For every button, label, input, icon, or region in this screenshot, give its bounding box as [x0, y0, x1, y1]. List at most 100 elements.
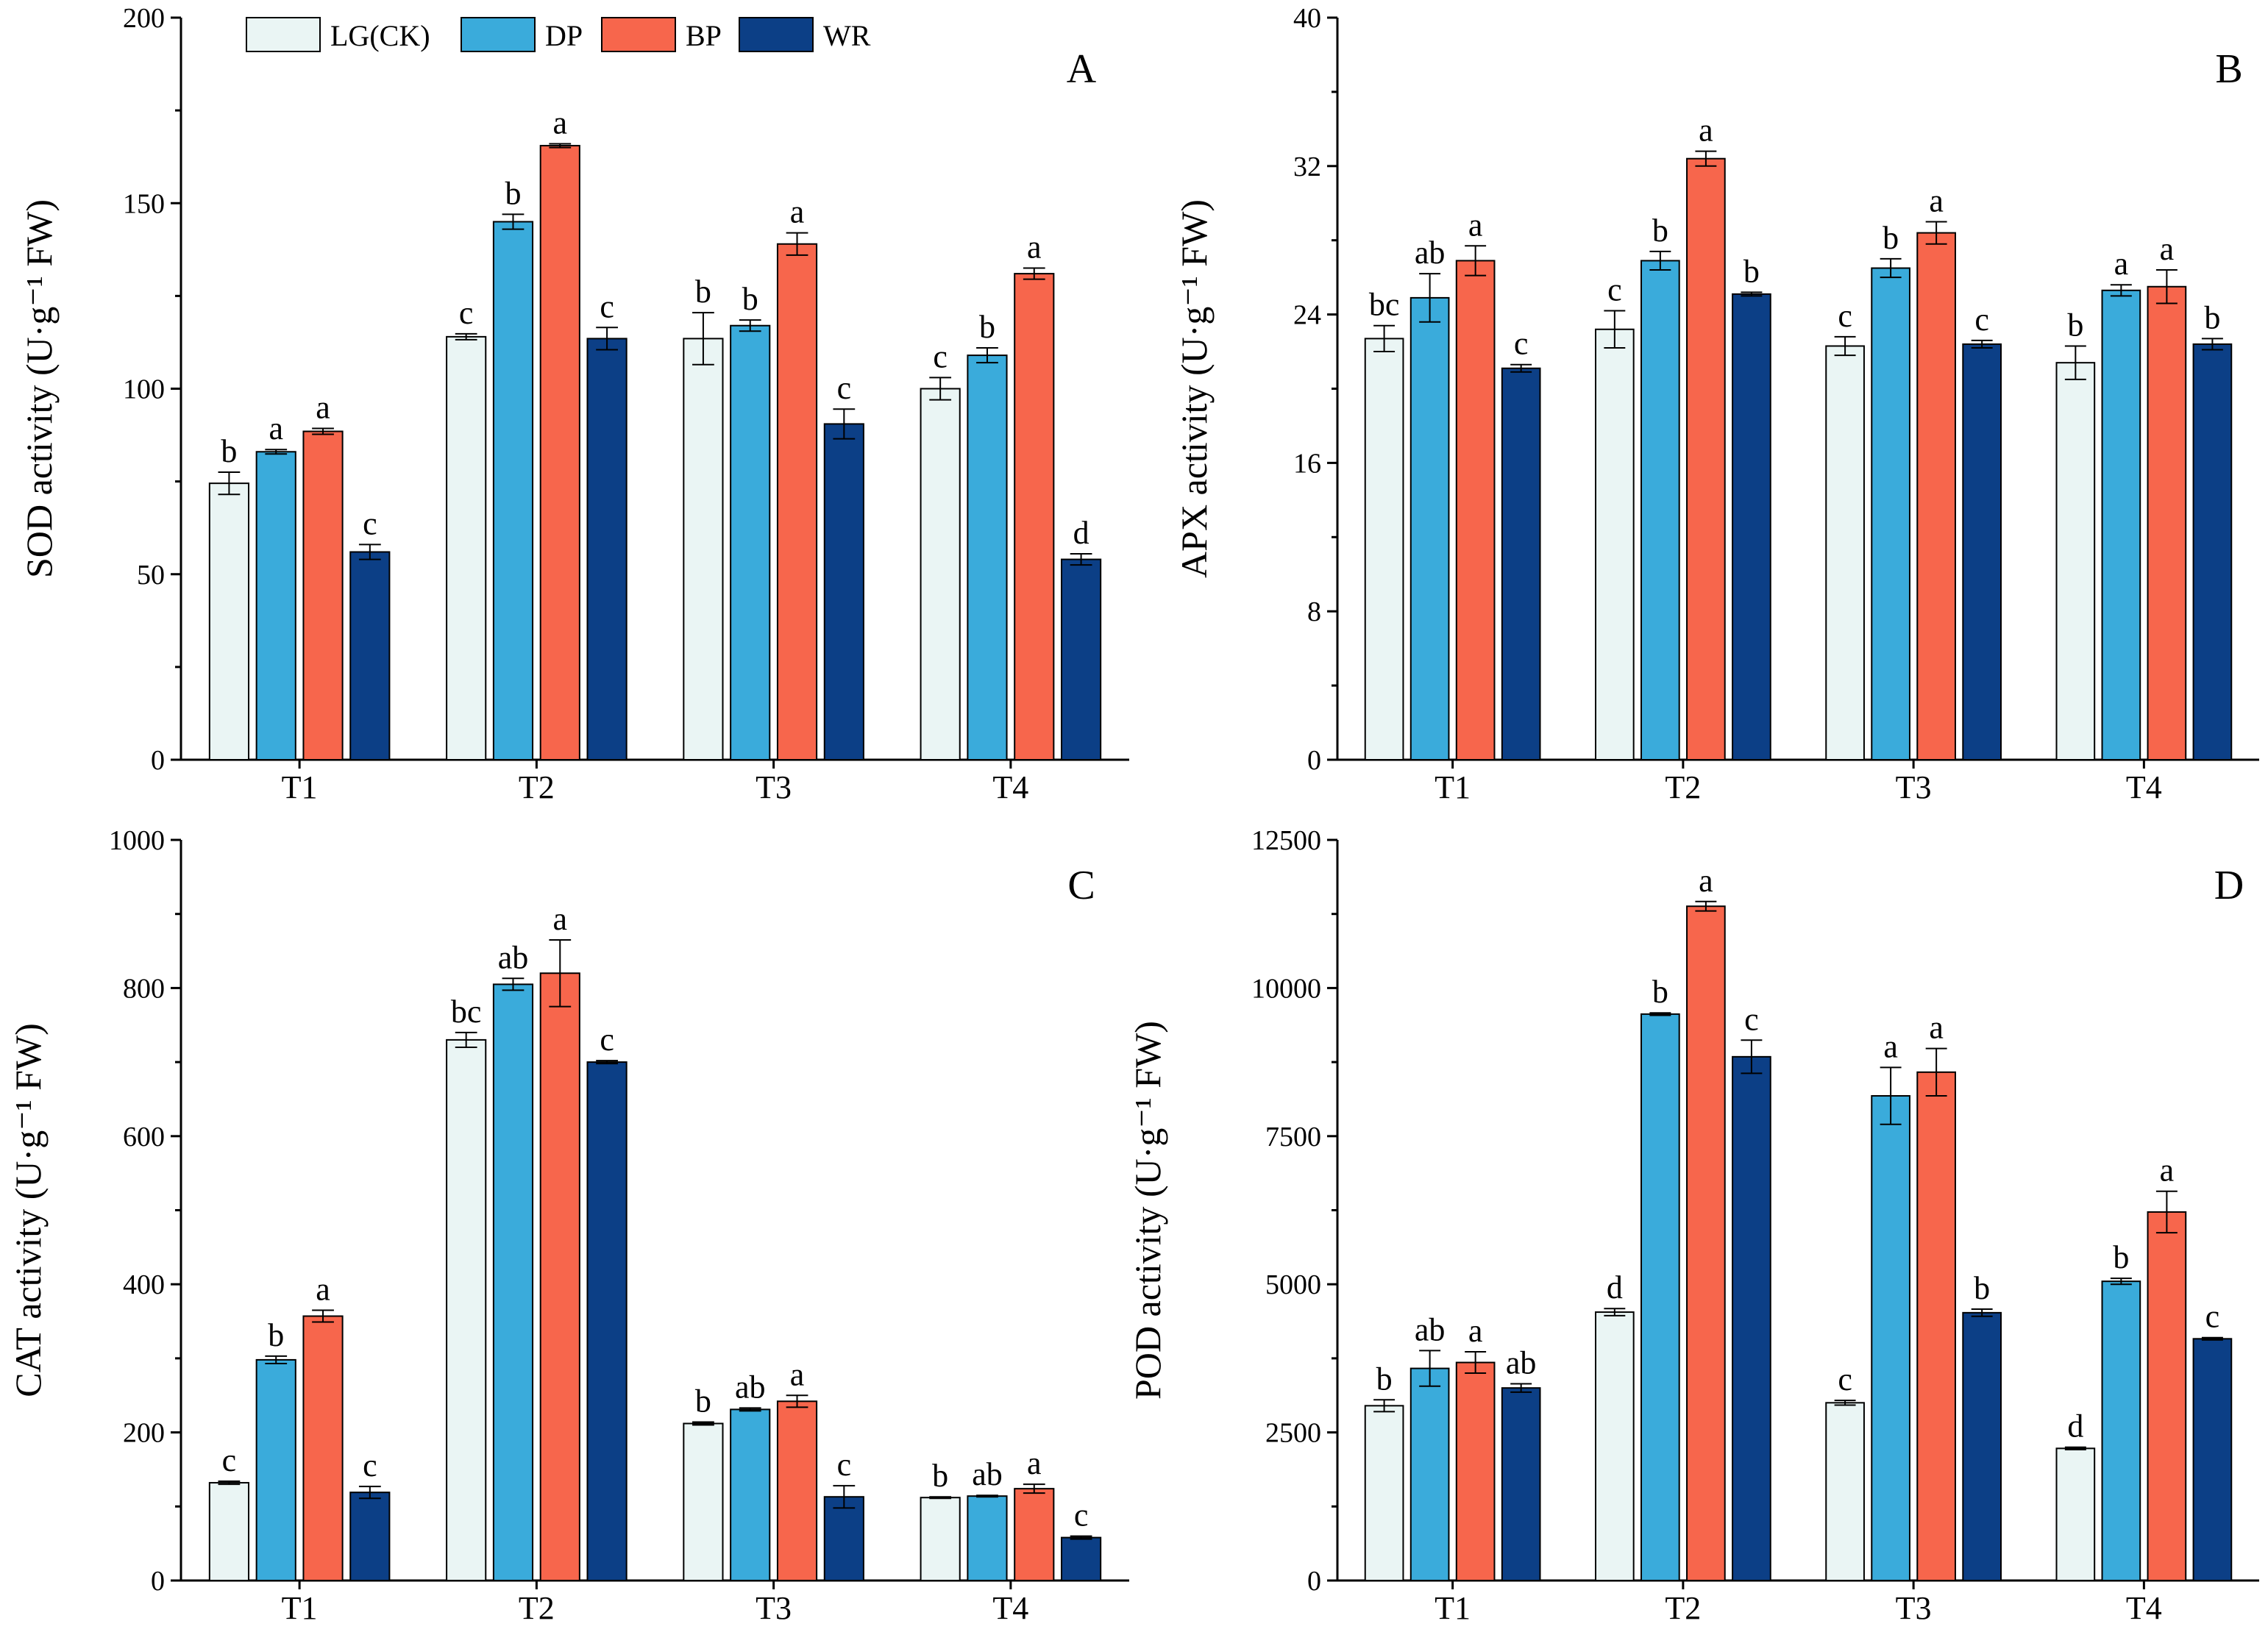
bar-bp-t1: [302, 1315, 344, 1581]
y-tick-label: 400: [123, 1269, 165, 1300]
significance-letter: d: [2067, 1408, 2083, 1444]
significance-letter: c: [1838, 1361, 1852, 1397]
bar-bp-t2: [1686, 157, 1726, 760]
x-tick-label: T1: [282, 769, 318, 805]
bar-lgck-t3: [683, 1422, 724, 1581]
bar-dp-t2: [1640, 1013, 1680, 1582]
significance-letter: a: [1929, 182, 1944, 218]
bar-lgck-t1: [1364, 338, 1404, 760]
bar-lgck-t2: [446, 1038, 487, 1581]
significance-letter: a: [269, 410, 283, 446]
bar-wr-t4: [2192, 1338, 2233, 1581]
bar-wr-t2: [586, 1061, 628, 1581]
panel-d: 0 2500 5000 7500 10000 12500 T1 T2 T3 T4 POD activ…: [1127, 825, 2259, 1626]
x-tick-label: T4: [2126, 1590, 2162, 1626]
significance-letter: b: [932, 1458, 948, 1494]
y-tick-label: 40: [1293, 3, 1321, 34]
panel-a: 0 50 100 150 200 T1 T2 T3 T4 SOD activity (U·g⁻¹ …: [18, 3, 1129, 805]
panel-letter: D: [2214, 863, 2244, 908]
significance-letter: b: [1652, 213, 1668, 249]
significance-letter: a: [553, 901, 568, 937]
significance-letter: c: [1514, 326, 1529, 362]
significance-letter: b: [1883, 220, 1899, 256]
x-tick-label: T4: [992, 769, 1028, 805]
significance-letter: b: [268, 1317, 284, 1353]
bar-lgck-t4: [920, 1497, 961, 1581]
significance-letter: c: [1074, 1497, 1089, 1533]
significance-letter: c: [600, 288, 614, 324]
bar-bp-t2: [539, 972, 580, 1581]
significance-letter: b: [2113, 1239, 2129, 1275]
significance-letter: c: [1838, 298, 1852, 334]
significance-letter: a: [1027, 229, 1042, 266]
y-axis-title: SOD activity (U·g⁻¹ FW): [18, 199, 60, 578]
legend-label: BP: [686, 19, 722, 52]
significance-letter: a: [1883, 1028, 1898, 1064]
y-tick-label: 10000: [1251, 973, 1321, 1004]
y-tick-label: 7500: [1265, 1122, 1321, 1152]
y-tick-label: 2500: [1265, 1418, 1321, 1449]
x-tick-label: T3: [1896, 769, 1932, 805]
significance-letter: c: [837, 370, 852, 406]
significance-letter: a: [1699, 113, 1713, 149]
significance-letter: a: [2160, 1152, 2175, 1189]
y-tick-label: 800: [123, 973, 165, 1004]
significance-letter: b: [1652, 974, 1668, 1010]
y-tick-label: 0: [151, 1566, 165, 1597]
x-tick-label: T3: [756, 769, 792, 805]
bar-bp-t2: [1686, 905, 1726, 1581]
x-tick-label: T1: [282, 1590, 318, 1626]
bar-wr-t2: [1732, 1055, 1771, 1581]
significance-letter: ab: [498, 939, 529, 975]
significance-letter: c: [600, 1022, 614, 1058]
bar-dp-t4: [967, 354, 1008, 761]
bar-wr-t3: [1962, 1311, 2002, 1581]
significance-letter: c: [2205, 1299, 2220, 1335]
bar-bp-t3: [1916, 1071, 1956, 1581]
significance-letter: b: [1376, 1361, 1393, 1397]
bar-wr-t4: [2192, 343, 2233, 760]
legend-swatch-lgck: [246, 17, 321, 52]
significance-letter: c: [1607, 272, 1622, 308]
significance-letter: c: [933, 338, 948, 374]
bar-dp-t2: [492, 221, 534, 761]
bar-lgck-t1: [208, 482, 250, 761]
significance-letter: b: [2204, 299, 2220, 335]
bar-dp-t2: [1640, 260, 1680, 760]
bar-wr-t4: [1060, 558, 1102, 760]
x-tick-label: T1: [1435, 769, 1471, 805]
y-tick-label: 200: [123, 3, 165, 34]
y-tick-label: 50: [137, 560, 165, 591]
bar-dp-t2: [492, 983, 534, 1581]
bar-lgck-t2: [1594, 1311, 1635, 1582]
legend: LG(CK) DP BP WR: [246, 17, 871, 52]
y-axis-title: APX activity (U·g⁻¹ FW): [1173, 199, 1215, 578]
bar-wr-t3: [823, 1496, 864, 1581]
bar-dp-t3: [730, 324, 771, 760]
significance-letter: b: [695, 274, 711, 310]
bar-lgck-t3: [1825, 345, 1865, 761]
significance-letter: b: [505, 175, 521, 211]
x-tick-label: T2: [1665, 1590, 1701, 1626]
bar-lgck-t1: [208, 1482, 250, 1582]
bar-bp-t4: [1014, 273, 1055, 761]
significance-letter: a: [2114, 246, 2129, 282]
bar-dp-t1: [255, 1358, 296, 1581]
bar-bp-t1: [302, 430, 344, 761]
bar-dp-t4: [2101, 1280, 2141, 1581]
bar-dp-t1: [1409, 1367, 1450, 1581]
y-tick-label: 100: [123, 374, 165, 405]
panel-c: 0 200 400 600 800 1000 T1 T2 T3 T4 CAT activity (U…: [7, 825, 1129, 1626]
significance-letter: a: [1929, 1010, 1944, 1046]
y-axis-title: CAT activity (U·g⁻¹ FW): [7, 1023, 49, 1397]
y-tick-label: 0: [151, 745, 165, 776]
panel-letter: B: [2215, 46, 2242, 92]
bar-bp-t1: [1455, 260, 1496, 760]
bar-lgck-t4: [2055, 1447, 2096, 1581]
bar-wr-t4: [1060, 1536, 1102, 1581]
significance-letter: b: [221, 433, 237, 469]
significance-letter: a: [1027, 1445, 1042, 1481]
bar-bp-t1: [1455, 1361, 1496, 1581]
significance-letter: ab: [735, 1369, 766, 1405]
significance-letter: a: [790, 1356, 805, 1392]
